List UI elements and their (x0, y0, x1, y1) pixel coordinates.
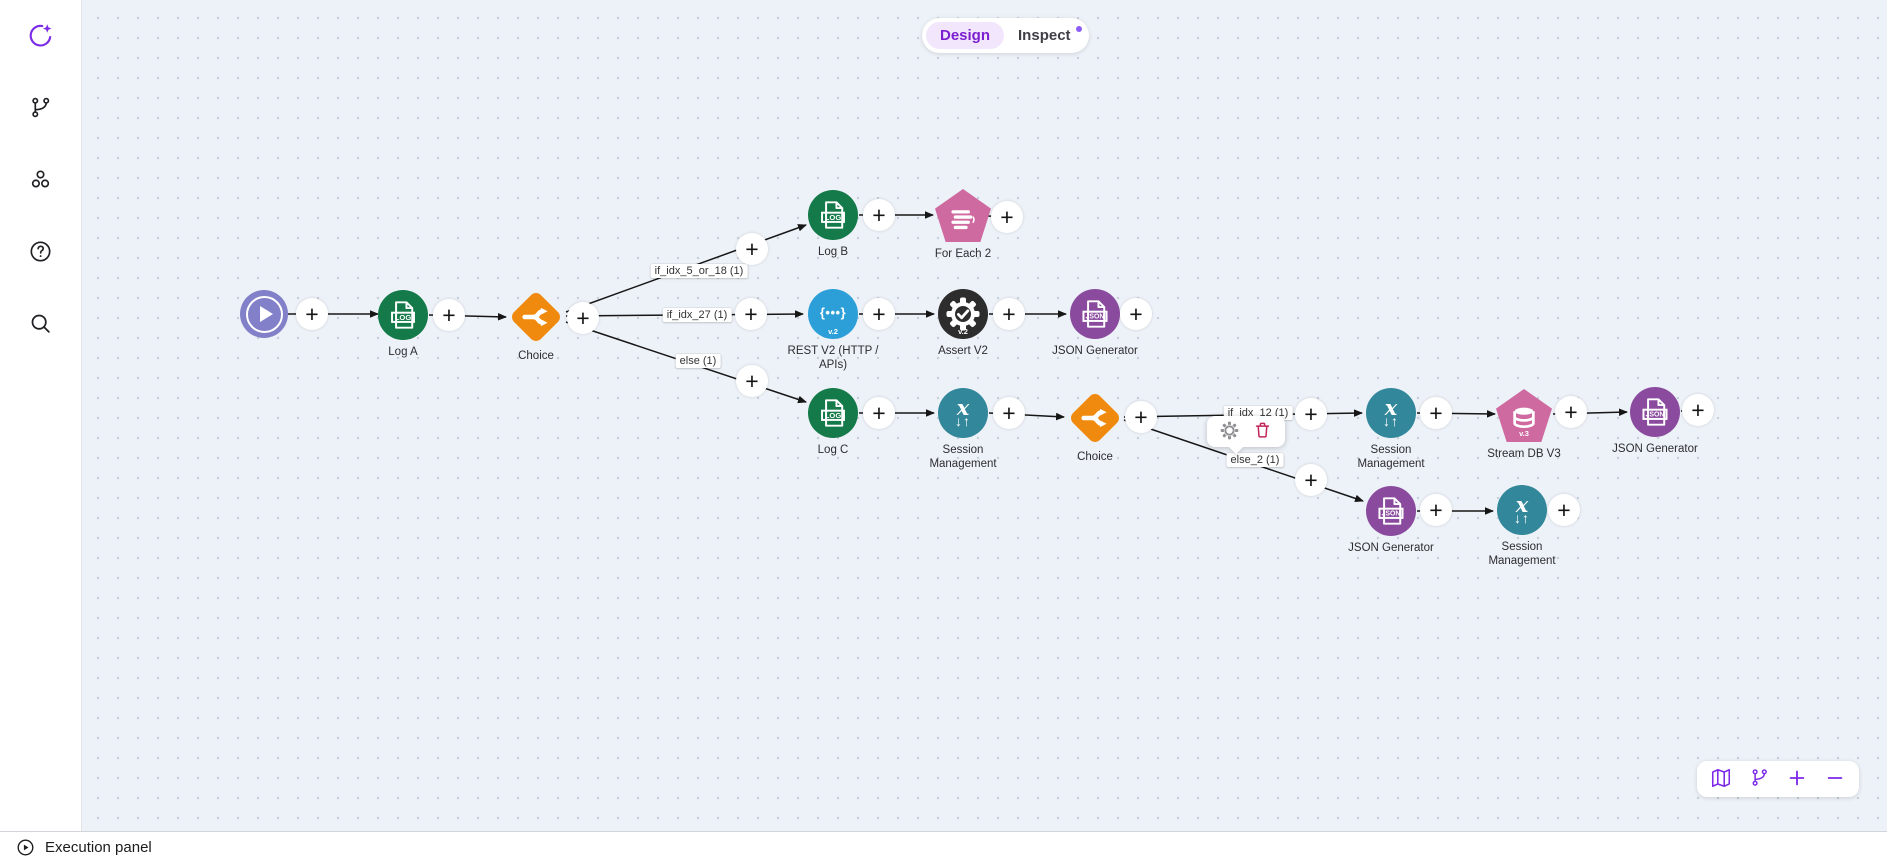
node-json-generator-3[interactable]: JSON JSON Generator (1326, 486, 1456, 556)
node-session-management-2[interactable]: x ↓↑ Session Management (1326, 388, 1456, 472)
node-shape (1366, 388, 1416, 438)
node-label: Log A (388, 346, 418, 358)
minimap-button[interactable] (1705, 764, 1737, 794)
node-label: JSON Generator (1052, 345, 1138, 357)
minimap-icon (1710, 767, 1732, 792)
components-icon (28, 167, 53, 195)
play-circle-icon (16, 838, 35, 857)
auto-layout-button[interactable] (1743, 764, 1775, 794)
node-shape (240, 290, 288, 338)
add-snap-button[interactable]: + (1420, 494, 1452, 526)
node-choice-1[interactable]: Choice (471, 290, 601, 364)
node-shape (378, 290, 428, 340)
auto-layout-icon (1749, 767, 1770, 791)
delete-icon (1253, 421, 1272, 443)
tab-design[interactable]: Design (926, 22, 1005, 49)
tab-inspect-label: Inspect (1018, 27, 1071, 44)
node-label: Assert V2 (938, 345, 988, 357)
node-label: JSON Generator (1348, 542, 1434, 554)
node-choice-2[interactable]: Choice (1030, 391, 1160, 465)
node-label: Session Management (1357, 444, 1425, 470)
node-label: Stream DB V3 (1487, 448, 1561, 460)
node-for-each-2[interactable]: For Each 2 (898, 189, 1028, 262)
node-shape (509, 290, 563, 344)
help-button[interactable] (24, 236, 58, 270)
node-json-generator-2[interactable]: JSON JSON Generator (1590, 387, 1720, 457)
add-snap-button[interactable]: + (735, 298, 767, 330)
node-shape (1496, 389, 1552, 442)
edge-label[interactable]: else_2 (1) (1226, 453, 1284, 467)
node-log-c[interactable]: LOG Log C (768, 388, 898, 458)
settings-button[interactable] (1218, 419, 1241, 445)
node-assert-v2[interactable]: v.2 Assert V2 (898, 289, 1028, 359)
node-label: Choice (518, 350, 554, 362)
delete-button[interactable] (1251, 419, 1274, 445)
edge-actions-popover (1207, 416, 1285, 447)
node-shape (808, 289, 858, 339)
node-shape (938, 289, 988, 339)
zoom-out-button[interactable] (1819, 764, 1851, 794)
components-button[interactable] (24, 164, 58, 198)
node-label: Log B (817, 246, 849, 258)
node-shape (1630, 387, 1680, 437)
execution-panel-label: Execution panel (45, 839, 152, 856)
sidebar (0, 0, 82, 832)
node-label: Session Management (929, 444, 997, 470)
node-shape (808, 388, 858, 438)
git-branch-icon (28, 95, 53, 123)
node-label: JSON Generator (1612, 443, 1698, 455)
node-label: Choice (1077, 451, 1113, 463)
zoom-out-icon (1824, 767, 1846, 792)
node-stream-db-v3[interactable]: v.3 Stream DB V3 (1459, 389, 1589, 462)
node-shape (1497, 485, 1547, 535)
search-icon (28, 311, 53, 339)
zoom-in-icon (1786, 767, 1808, 792)
add-snap-button[interactable]: + (1295, 464, 1327, 496)
node-rest-v2[interactable]: {•••} v.2 REST V2 (HTTP / APIs) (768, 289, 898, 373)
node-shape (808, 190, 858, 240)
node-shape (1070, 289, 1120, 339)
node-label: Session Management (1488, 541, 1556, 567)
execution-panel-toggle[interactable]: Execution panel (0, 831, 1887, 863)
ai-assistant-icon (27, 22, 54, 52)
add-snap-button[interactable]: + (736, 233, 768, 265)
add-snap-button[interactable]: + (991, 201, 1023, 233)
add-snap-button[interactable]: + (1295, 398, 1327, 430)
node-label: For Each 2 (934, 248, 992, 260)
zoom-in-button[interactable] (1781, 764, 1813, 794)
edge-label[interactable]: if_idx_27 (1) (662, 308, 732, 322)
node-json-generator-1[interactable]: JSON JSON Generator (1030, 289, 1160, 359)
search-button[interactable] (24, 308, 58, 342)
tab-inspect[interactable]: Inspect (1004, 22, 1085, 49)
node-shape (935, 189, 991, 242)
add-snap-button[interactable]: + (736, 365, 768, 397)
canvas-toolbar (1697, 761, 1859, 797)
node-log-b[interactable]: LOG Log B (768, 190, 898, 260)
node-log-a[interactable]: LOG Log A (338, 290, 468, 360)
node-shape (1366, 486, 1416, 536)
notification-dot (1075, 26, 1082, 32)
node-session-management-1[interactable]: x ↓↑ Session Management (898, 388, 1028, 472)
edge-label[interactable]: else (1) (675, 354, 721, 368)
view-switcher: Design Inspect (922, 18, 1089, 53)
node-session-management-3[interactable]: x ↓↑ Session Management (1457, 485, 1587, 569)
ai-assistant-button[interactable] (24, 20, 58, 54)
node-shape (1068, 391, 1122, 445)
help-icon (28, 239, 53, 267)
version-control-button[interactable] (24, 92, 58, 126)
node-label: Log C (817, 444, 849, 456)
node-shape (938, 388, 988, 438)
node-start[interactable] (199, 290, 329, 338)
node-label: REST V2 (HTTP / APIs) (787, 345, 879, 371)
settings-icon (1220, 421, 1239, 443)
edge-label[interactable]: if_idx_5_or_18 (1) (650, 264, 748, 278)
